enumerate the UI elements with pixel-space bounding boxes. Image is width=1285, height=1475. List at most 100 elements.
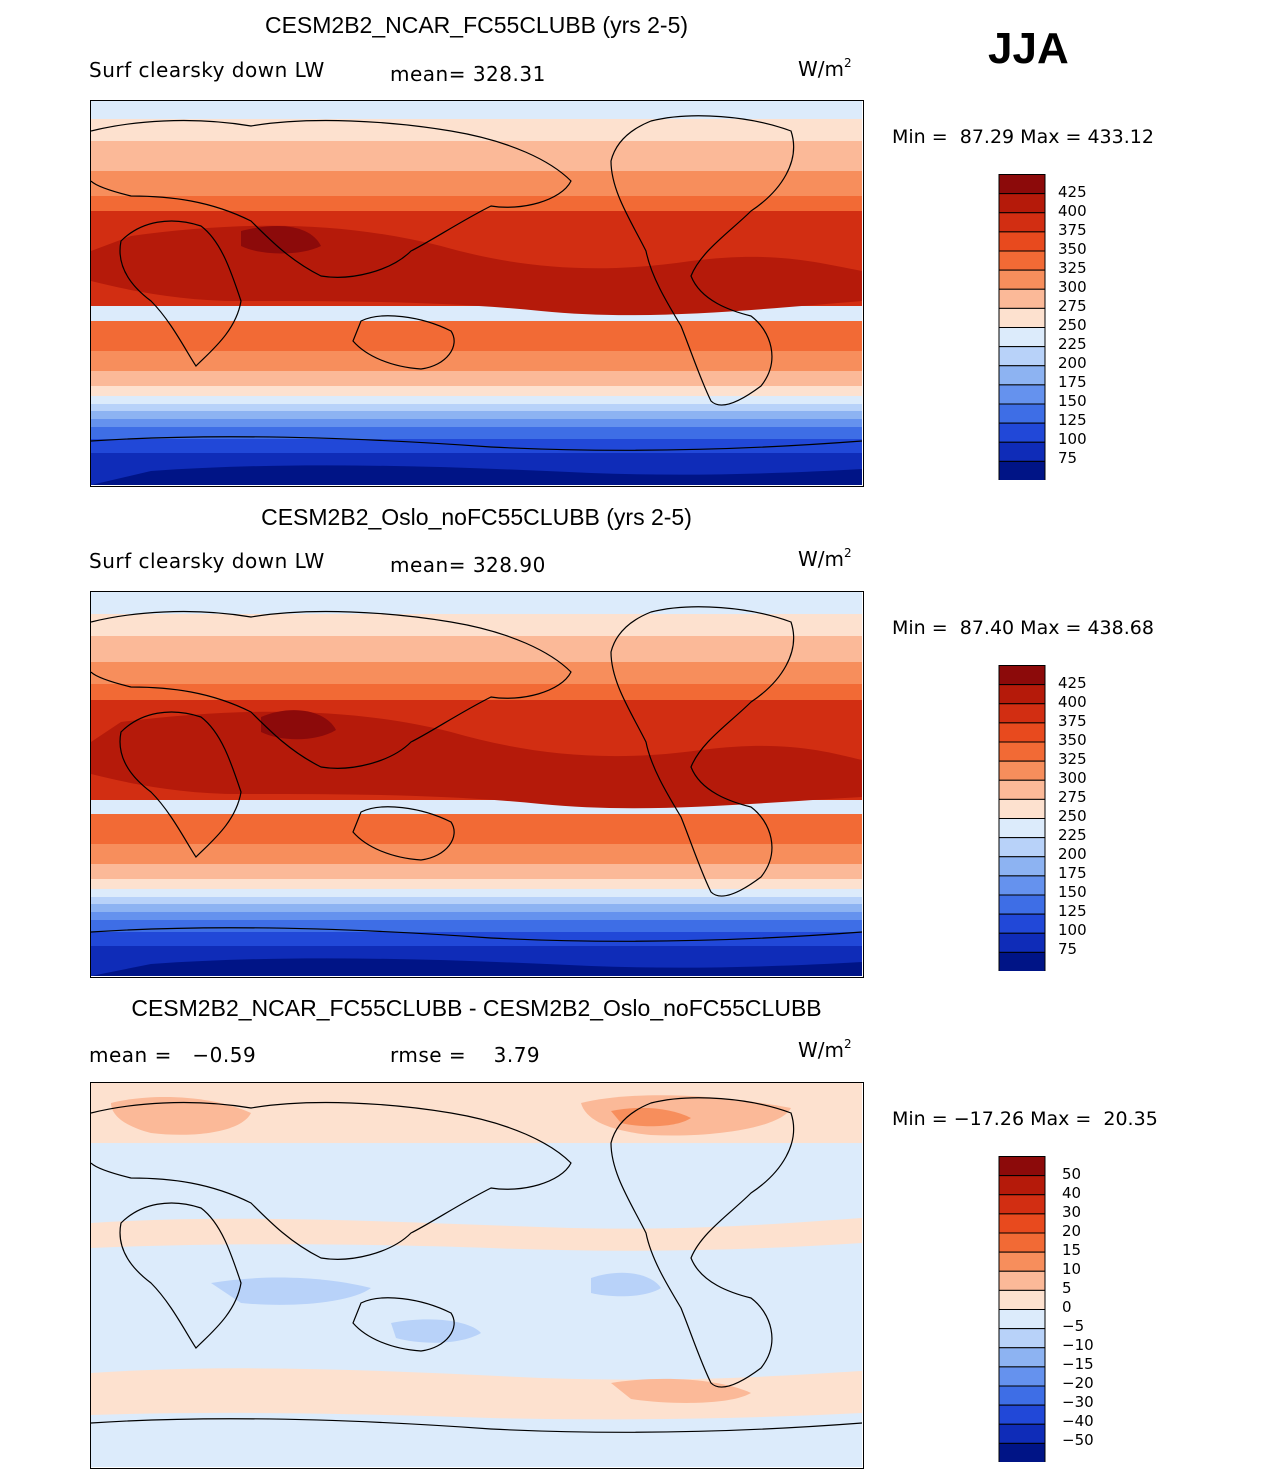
colorbar-label: 5 xyxy=(1062,1279,1072,1297)
colorbar-swatch xyxy=(998,1423,1046,1444)
coastlines xyxy=(91,606,862,942)
colorbar-label: 150 xyxy=(1058,392,1087,410)
colorbar-label: 15 xyxy=(1062,1241,1082,1259)
colorbar-label: 0 xyxy=(1062,1298,1072,1316)
panel-1-variable: Surf clearsky down LW xyxy=(89,58,325,82)
panel-2-mean: mean= 328.90 xyxy=(390,553,546,577)
colorbar-swatch xyxy=(998,760,1046,781)
colorbar-swatch xyxy=(998,365,1046,386)
colorbar-label: −20 xyxy=(1062,1374,1094,1392)
colorbar-swatch xyxy=(998,1347,1046,1368)
colorbar-swatch xyxy=(998,269,1046,290)
colorbar-label: 50 xyxy=(1062,1165,1082,1183)
colorbar-swatch xyxy=(998,875,1046,896)
colorbar-swatch xyxy=(998,818,1046,839)
panel-1-map xyxy=(90,100,864,487)
colorbar-swatch xyxy=(998,250,1046,271)
panel-2-colorbar-boxes xyxy=(998,665,1046,973)
colorbar-label: 400 xyxy=(1058,693,1087,711)
colorbar-swatch xyxy=(998,1156,1046,1177)
colorbar-label: −50 xyxy=(1062,1431,1094,1449)
colorbar-swatch xyxy=(998,665,1046,686)
colorbar-swatch xyxy=(998,422,1046,443)
colorbar-label: 40 xyxy=(1062,1184,1082,1202)
panel-2-variable: Surf clearsky down LW xyxy=(89,549,325,573)
colorbar-label: 400 xyxy=(1058,202,1087,220)
colorbar-swatch xyxy=(998,1309,1046,1330)
colorbar-swatch xyxy=(998,1289,1046,1311)
colorbar-swatch xyxy=(998,1366,1046,1387)
colorbar-label: −5 xyxy=(1062,1317,1085,1335)
coastlines xyxy=(91,1097,862,1433)
colorbar-label: 75 xyxy=(1058,449,1078,467)
colorbar-swatch xyxy=(998,307,1046,329)
colorbar-swatch xyxy=(998,913,1046,934)
colorbar-label: 350 xyxy=(1058,240,1087,258)
colorbar-label: 300 xyxy=(1058,769,1087,787)
colorbar-label: 225 xyxy=(1058,335,1087,353)
panel-2-minmax: Min = 87.40 Max = 438.68 xyxy=(892,617,1154,639)
season-label: JJA xyxy=(988,24,1069,73)
panel-1-colorbar-boxes xyxy=(998,174,1046,482)
colorbar-label: 275 xyxy=(1058,788,1087,806)
colorbar-swatch xyxy=(998,932,1046,953)
colorbar-swatch xyxy=(998,1270,1046,1291)
coastlines xyxy=(91,115,862,451)
colorbar-label: −30 xyxy=(1062,1393,1094,1411)
colorbar-label: 250 xyxy=(1058,316,1087,334)
colorbar-swatch xyxy=(998,741,1046,762)
colorbar-label: 20 xyxy=(1062,1222,1082,1240)
panel-2-map xyxy=(90,591,864,978)
panel-2-colorbar xyxy=(998,665,1046,976)
panel-3-minmax: Min = −17.26 Max = 20.35 xyxy=(892,1108,1158,1130)
colorbar-label: 350 xyxy=(1058,731,1087,749)
colorbar-label: 75 xyxy=(1058,940,1078,958)
colorbar-swatch xyxy=(998,837,1046,858)
colorbar-label: 200 xyxy=(1058,845,1087,863)
colorbar-label: 30 xyxy=(1062,1203,1082,1221)
colorbar-swatch xyxy=(998,856,1046,877)
panel-1-minmax: Min = 87.29 Max = 433.12 xyxy=(892,126,1154,148)
colorbar-swatch xyxy=(998,403,1046,424)
colorbar-label: 10 xyxy=(1062,1260,1082,1278)
colorbar-swatch xyxy=(998,1404,1046,1425)
colorbar-label: 175 xyxy=(1058,864,1087,882)
panel-3-colorbar xyxy=(998,1156,1046,1467)
colorbar-swatch xyxy=(998,703,1046,724)
colorbar-swatch xyxy=(998,951,1046,973)
colorbar-swatch xyxy=(998,722,1046,743)
colorbar-label: −10 xyxy=(1062,1336,1094,1354)
colorbar-swatch xyxy=(998,1251,1046,1272)
colorbar-swatch xyxy=(998,460,1046,482)
panel-3-rmse: rmse = 3.79 xyxy=(390,1043,541,1067)
colorbar-swatch xyxy=(998,384,1046,405)
panel-3-units: W/m2 xyxy=(798,1037,852,1062)
colorbar-label: −15 xyxy=(1062,1355,1094,1373)
colorbar-label: 275 xyxy=(1058,297,1087,315)
colorbar-swatch xyxy=(998,779,1046,800)
colorbar-label: 250 xyxy=(1058,807,1087,825)
colorbar-label: 150 xyxy=(1058,883,1087,901)
colorbar-swatch xyxy=(998,1385,1046,1406)
colorbar-label: 375 xyxy=(1058,221,1087,239)
panel-3-colorbar-boxes xyxy=(998,1156,1046,1464)
colorbar-swatch xyxy=(998,894,1046,915)
colorbar-swatch xyxy=(998,1213,1046,1234)
colorbar-label: 125 xyxy=(1058,902,1087,920)
colorbar-swatch xyxy=(998,193,1046,214)
colorbar-swatch xyxy=(998,1175,1046,1196)
panel-3-map xyxy=(90,1082,864,1469)
colorbar-label: 425 xyxy=(1058,183,1087,201)
colorbar-label: 425 xyxy=(1058,674,1087,692)
colorbar-label: 125 xyxy=(1058,411,1087,429)
colorbar-swatch xyxy=(998,231,1046,252)
colorbar-label: 100 xyxy=(1058,921,1087,939)
colorbar-label: 325 xyxy=(1058,750,1087,768)
colorbar-swatch xyxy=(998,1194,1046,1215)
colorbar-swatch xyxy=(998,441,1046,462)
panel-2-units: W/m2 xyxy=(798,546,852,571)
panel-1-title: CESM2B2_NCAR_FC55CLUBB (yrs 2-5) xyxy=(264,12,689,38)
colorbar-swatch xyxy=(998,1328,1046,1349)
colorbar-swatch xyxy=(998,288,1046,309)
panel-1-units: W/m2 xyxy=(798,56,852,81)
